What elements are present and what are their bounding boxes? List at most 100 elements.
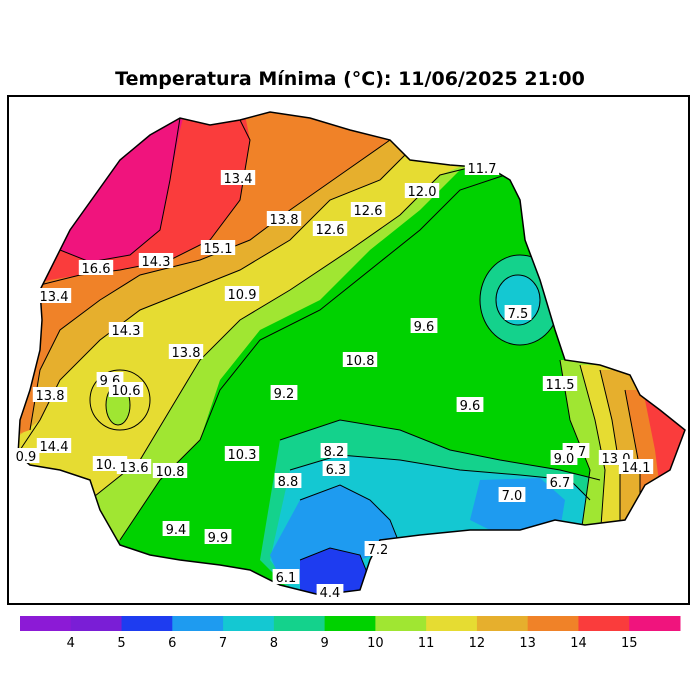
contour-labels: 13.4 11.7 12.0 12.6 13.8 12.6 15.1 14.3 16.6 13.4…	[12, 160, 654, 601]
contour-label: 16.6	[78, 260, 114, 277]
legend-swatch	[476, 616, 529, 631]
contour-label: 13.8	[32, 387, 68, 404]
legend-swatch	[527, 616, 579, 631]
svg-text:16.6: 16.6	[82, 262, 111, 277]
svg-text:14.3: 14.3	[142, 255, 171, 270]
contour-label: 14.3	[108, 322, 144, 339]
legend-swatch	[223, 616, 275, 631]
svg-text:8.2: 8.2	[324, 445, 345, 460]
contour-label: 12.6	[350, 202, 386, 219]
contour-label: 9.4	[162, 521, 190, 538]
contour-label: 12.6	[312, 221, 348, 238]
svg-text:10.9: 10.9	[228, 288, 257, 303]
legend-tick-label: 9	[320, 636, 328, 651]
contour-label: 9.2	[270, 385, 298, 402]
contour-label: 10.3	[224, 446, 260, 463]
contour-label: 9.9	[204, 529, 232, 546]
contour-label: 10.8	[152, 463, 188, 480]
svg-text:12.0: 12.0	[408, 185, 437, 200]
svg-text:13.8: 13.8	[36, 389, 65, 404]
legend-tick-label: 13	[519, 636, 536, 651]
svg-text:9.9: 9.9	[208, 531, 229, 546]
svg-text:10.8: 10.8	[156, 465, 185, 480]
contour-label: 13.6	[116, 459, 152, 476]
state-outline	[17, 111, 686, 596]
contour-label: 9.6	[456, 397, 484, 414]
color-legend: 4 5 6 7 8 9 10 11 12 13 14 15	[20, 616, 681, 651]
svg-text:13.8: 13.8	[172, 346, 201, 361]
svg-text:15.1: 15.1	[204, 242, 233, 257]
contour-label: 10.6	[108, 382, 144, 399]
svg-text:12.6: 12.6	[354, 204, 383, 219]
svg-text:9.0: 9.0	[554, 452, 575, 467]
contour-label: 9.0	[550, 450, 578, 467]
legend-swatch	[375, 616, 427, 631]
svg-text:14.1: 14.1	[622, 461, 651, 476]
contour-label: 13.8	[168, 344, 204, 361]
legend-tick-label: 4	[67, 636, 75, 651]
contour-label: 13.4	[36, 288, 72, 305]
legend-tick-label: 14	[570, 636, 587, 651]
svg-text:7.0: 7.0	[502, 489, 523, 504]
contour-label: 14.4	[36, 438, 72, 455]
contour-label: 0.9	[12, 448, 40, 465]
svg-text:8.8: 8.8	[278, 475, 299, 490]
contour-label: 6.7	[546, 474, 574, 491]
contour-label: 12.0	[404, 183, 440, 200]
svg-text:10.8: 10.8	[346, 354, 375, 369]
svg-text:14.4: 14.4	[40, 440, 69, 455]
svg-text:11.7: 11.7	[468, 162, 497, 177]
contour-label: 9.6	[410, 318, 438, 335]
svg-text:13.6: 13.6	[120, 461, 149, 476]
legend-tick-label: 10	[367, 636, 384, 651]
contour-label: 14.3	[138, 253, 174, 270]
contour-label: 6.3	[322, 461, 350, 478]
contour-label: 7.5	[504, 305, 532, 322]
contour-label: 10.8	[342, 352, 378, 369]
svg-text:6.1: 6.1	[276, 571, 297, 586]
legend-tick-label: 12	[469, 636, 486, 651]
contour-label: 13.8	[266, 211, 302, 228]
contour-label: 4.4	[316, 584, 344, 601]
legend-swatch	[324, 616, 376, 631]
contour-label: 7.0	[498, 487, 526, 504]
svg-text:9.2: 9.2	[274, 387, 295, 402]
svg-text:10.6: 10.6	[112, 384, 141, 399]
legend-tick-label: 7	[219, 636, 227, 651]
svg-text:13.4: 13.4	[224, 172, 253, 187]
svg-text:6.7: 6.7	[550, 476, 571, 491]
svg-text:13.4: 13.4	[40, 290, 69, 305]
contour-label: 11.7	[464, 160, 500, 177]
contour-label: 13.4	[220, 170, 256, 187]
svg-text:11.5: 11.5	[546, 378, 575, 393]
legend-swatch	[20, 616, 72, 631]
svg-text:6.3: 6.3	[326, 463, 347, 478]
contour-label: 15.1	[200, 240, 236, 257]
svg-text:10.3: 10.3	[228, 448, 257, 463]
contour-label: 7.2	[364, 541, 392, 558]
svg-text:14.3: 14.3	[112, 324, 141, 339]
legend-swatch	[578, 616, 630, 631]
contour-label: 8.8	[274, 473, 302, 490]
contour-label: 6.1	[272, 569, 300, 586]
contour-label: 8.2	[320, 443, 348, 460]
contour-label: 14.1	[618, 459, 654, 476]
legend-swatch	[121, 616, 173, 631]
legend-tick-label: 15	[621, 636, 638, 651]
svg-text:9.6: 9.6	[460, 399, 481, 414]
legend-swatch	[426, 616, 478, 631]
contour-label: 10.9	[224, 286, 260, 303]
svg-text:7.2: 7.2	[368, 543, 389, 558]
svg-text:7.5: 7.5	[508, 307, 529, 322]
legend-swatch	[629, 616, 681, 631]
legend-tick-label: 8	[270, 636, 278, 651]
svg-text:9.4: 9.4	[166, 523, 187, 538]
svg-text:9.6: 9.6	[414, 320, 435, 335]
svg-text:13.8: 13.8	[270, 213, 299, 228]
contour-label: 11.5	[542, 376, 578, 393]
legend-swatch	[273, 616, 326, 631]
svg-text:4.4: 4.4	[320, 586, 341, 601]
legend-swatch	[70, 616, 123, 631]
legend-tick-label: 6	[168, 636, 176, 651]
